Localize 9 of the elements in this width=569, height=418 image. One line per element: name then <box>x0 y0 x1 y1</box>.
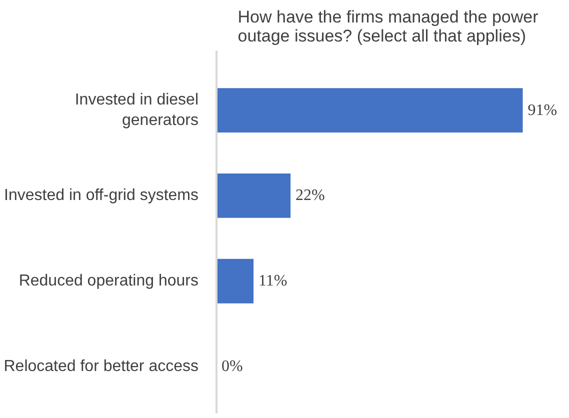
y-tick-label: Relocated for better access <box>4 358 198 376</box>
chart-title: How have the firms managed the power outage issues? (select all that applies) <box>238 8 539 46</box>
y-tick-label: Invested in off-grid systems <box>4 187 198 204</box>
data-label: 22% <box>296 187 325 204</box>
y-tick-label: Invested in diesel generators <box>74 92 199 129</box>
data-label: 91% <box>528 102 558 119</box>
data-label: 11% <box>258 272 288 290</box>
data-label: 0% <box>222 358 243 376</box>
y-tick-label: Reduced operating hours <box>18 272 199 290</box>
